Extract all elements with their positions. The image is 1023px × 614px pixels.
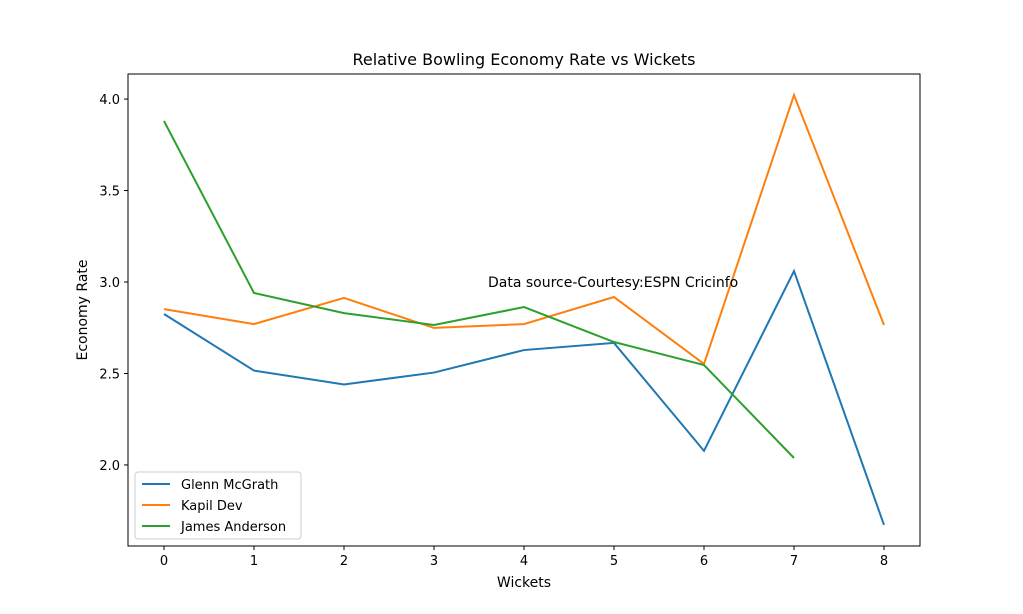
legend-box (134, 471, 302, 540)
legend-label: Glenn McGrath (181, 478, 278, 493)
y-tick-label: 3.5 (99, 185, 120, 200)
x-tick-label: 7 (790, 554, 798, 569)
x-tick-label: 3 (430, 554, 438, 569)
series-line-james-anderson (163, 120, 795, 459)
x-tick-label: 4 (520, 554, 528, 569)
y-tick-label: 2.0 (99, 459, 120, 474)
x-tick-label: 6 (700, 554, 708, 569)
y-tick-label: 4.0 (99, 93, 120, 108)
legend: Glenn McGrath Kapil Dev James Anderson (134, 471, 302, 540)
legend-label: James Anderson (180, 520, 286, 535)
y-axis-label: Economy Rate (75, 259, 91, 360)
x-tick-label: 8 (880, 554, 888, 569)
x-tick-label: 2 (340, 554, 348, 569)
series-line-glenn-mcgrath (163, 268, 885, 526)
x-tick-label: 1 (250, 554, 258, 569)
y-tick-label: 2.5 (99, 367, 120, 382)
x-axis-label: Wickets (497, 575, 551, 591)
y-tick-label: 3.0 (99, 276, 120, 291)
legend-label: Kapil Dev (181, 499, 243, 514)
chart-title: Relative Bowling Economy Rate vs Wickets (352, 50, 695, 69)
x-tick-label: 5 (610, 554, 618, 569)
series-line-kapil-dev (163, 92, 885, 366)
data-source-annotation: Data source-Courtesy:ESPN Cricinfo (488, 275, 738, 291)
x-tick-label: 0 (160, 554, 168, 569)
